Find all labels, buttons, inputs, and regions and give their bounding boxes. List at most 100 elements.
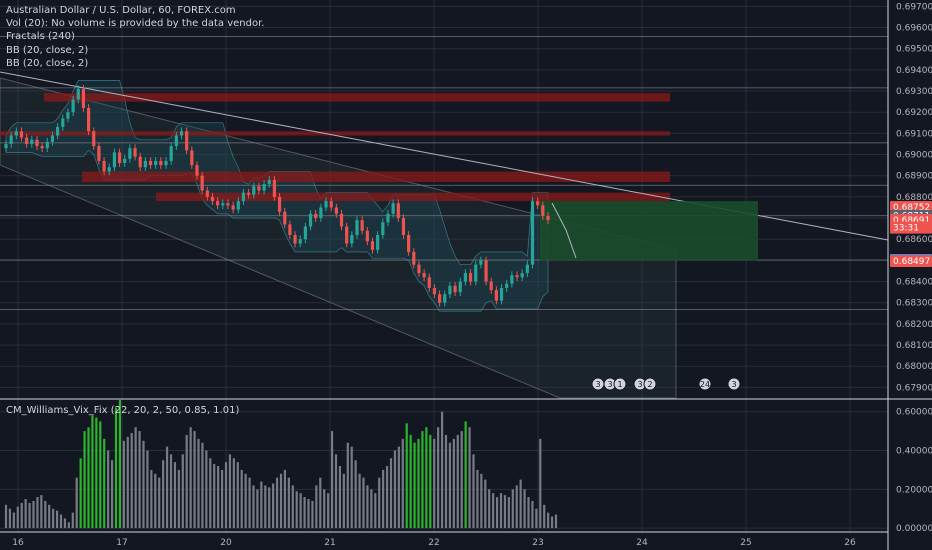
- price-axis-label: 0.69100: [896, 129, 932, 139]
- vix-bar: [264, 485, 267, 529]
- candle-body: [107, 167, 111, 172]
- time-axis-label: 25: [740, 538, 751, 548]
- vix-bar: [472, 454, 475, 529]
- vix-bar: [197, 438, 200, 529]
- candle-body: [499, 287, 504, 301]
- candle-body: [164, 160, 168, 166]
- vix-bar: [444, 434, 448, 529]
- vix-bar: [272, 483, 275, 529]
- candle-body: [401, 218, 406, 235]
- vix-bar: [440, 411, 444, 529]
- fractals-study-label: Fractals (240): [6, 31, 75, 43]
- candle-body: [303, 226, 307, 240]
- vix-bar: [330, 431, 334, 529]
- vix-bar: [554, 514, 558, 529]
- vix-bar: [495, 497, 499, 529]
- candle-body: [56, 127, 60, 136]
- candle-body: [4, 143, 8, 149]
- candle-body: [288, 224, 292, 235]
- candle-body: [66, 112, 70, 119]
- price-axis-label: 0.69600: [896, 24, 932, 34]
- vix-bar: [134, 427, 137, 529]
- vix-bar: [193, 431, 196, 529]
- vix-bar: [374, 493, 377, 529]
- vix-bar: [523, 489, 526, 529]
- vix-bar: [142, 440, 145, 529]
- vix-bar: [468, 427, 471, 529]
- event-badge: 3: [633, 377, 647, 391]
- candle-body: [515, 275, 519, 278]
- event-badge-count: 3: [637, 380, 642, 389]
- vix-bar: [36, 497, 39, 529]
- vix-bar: [201, 442, 204, 529]
- candle-body: [195, 165, 199, 176]
- candle-body: [81, 88, 86, 108]
- candle-body: [9, 135, 13, 144]
- vix-bar: [405, 423, 408, 529]
- vix-bar: [107, 450, 110, 529]
- candle-body: [236, 201, 240, 210]
- vix-bar: [378, 477, 381, 529]
- price-tag-label: 0.68497: [893, 257, 930, 267]
- vix-bar: [417, 438, 420, 529]
- vix-bar: [63, 518, 67, 529]
- vix-bar: [240, 469, 243, 529]
- vix-bar: [323, 489, 326, 529]
- vix-bar: [52, 508, 55, 529]
- candle-body: [510, 275, 514, 284]
- candle-body: [97, 146, 101, 161]
- vix-bar: [543, 504, 546, 529]
- candle-body: [520, 273, 524, 278]
- event-badge: 1: [613, 377, 627, 391]
- vix-axis-label: 0.20000: [896, 485, 932, 495]
- event-badge-count: 24: [700, 380, 710, 389]
- candle-body: [438, 294, 442, 303]
- vix-bar: [189, 427, 192, 529]
- vix-bar: [401, 438, 404, 529]
- candle-body: [117, 152, 122, 164]
- candle-body: [50, 135, 55, 142]
- candle-body: [148, 160, 153, 166]
- target-box: [540, 201, 758, 261]
- vix-bar: [484, 479, 487, 529]
- event-badge-count: 3: [595, 380, 600, 389]
- vix-bar: [275, 477, 279, 529]
- event-badge-count: 3: [607, 380, 612, 389]
- candle-body: [25, 137, 29, 144]
- vix-bar: [437, 427, 440, 529]
- vix-bar: [346, 442, 349, 529]
- candle-body: [489, 281, 493, 291]
- event-badge: 3: [727, 377, 741, 391]
- candle-body: [138, 156, 142, 168]
- candle-body: [128, 148, 132, 159]
- candle-body: [479, 260, 483, 265]
- time-axis-label: 22: [428, 538, 439, 548]
- time-axis-label: 26: [844, 538, 856, 548]
- price-axis-label: 0.69400: [896, 66, 932, 76]
- vix-bar: [311, 500, 314, 529]
- candle-body: [71, 99, 75, 113]
- candle-body: [216, 201, 220, 206]
- candle-body: [190, 150, 194, 166]
- candle-body: [541, 205, 545, 216]
- vix-bar: [507, 497, 510, 529]
- vix-bar: [217, 466, 220, 529]
- candle-body: [231, 205, 235, 210]
- vix-bar: [511, 489, 514, 529]
- vix-bar: [55, 510, 59, 529]
- vix-bar: [492, 493, 495, 529]
- vix-bar: [146, 450, 149, 529]
- candle-body: [396, 203, 400, 219]
- vix-bar: [535, 508, 538, 529]
- candle-body: [505, 283, 509, 288]
- vix-bar: [130, 433, 133, 529]
- vix-bar: [95, 417, 98, 529]
- price-axis-label: 0.69500: [896, 45, 932, 55]
- candle-body: [174, 135, 178, 147]
- candle-body: [350, 234, 354, 244]
- candle-body: [530, 201, 535, 265]
- vix-bar: [150, 469, 153, 529]
- vix-bar: [397, 446, 400, 529]
- vix-bar: [456, 434, 459, 529]
- event-badge-circle: [643, 377, 657, 391]
